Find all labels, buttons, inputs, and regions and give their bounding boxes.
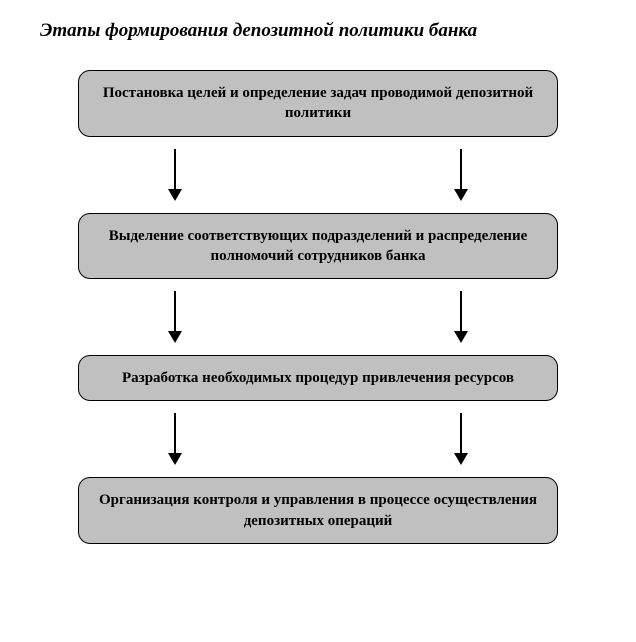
arrow-line <box>460 291 462 331</box>
arrow-head-icon <box>454 453 468 465</box>
arrow-line <box>460 413 462 453</box>
arrow-row-1 <box>168 149 468 201</box>
arrow-head-icon <box>454 331 468 343</box>
arrow-head-icon <box>168 331 182 343</box>
arrow-1-right <box>454 149 468 201</box>
flow-node-3: Разработка необходимых процедур привлече… <box>78 355 558 401</box>
flow-node-2: Выделение соответствующих подразделений … <box>78 213 558 280</box>
arrow-1-left <box>168 149 182 201</box>
arrow-head-icon <box>168 189 182 201</box>
arrow-row-3 <box>168 413 468 465</box>
arrow-line <box>174 413 176 453</box>
flowchart-container: Постановка целей и определение задач про… <box>30 70 606 544</box>
arrow-line <box>174 291 176 331</box>
diagram-title: Этапы формирования депозитной политики б… <box>40 20 606 42</box>
arrow-3-right <box>454 413 468 465</box>
arrow-2-left <box>168 291 182 343</box>
arrow-3-left <box>168 413 182 465</box>
arrow-head-icon <box>454 189 468 201</box>
arrow-head-icon <box>168 453 182 465</box>
arrow-line <box>174 149 176 189</box>
arrow-2-right <box>454 291 468 343</box>
flow-node-1: Постановка целей и определение задач про… <box>78 70 558 137</box>
arrow-row-2 <box>168 291 468 343</box>
arrow-line <box>460 149 462 189</box>
flow-node-4: Организация контроля и управления в проц… <box>78 477 558 544</box>
